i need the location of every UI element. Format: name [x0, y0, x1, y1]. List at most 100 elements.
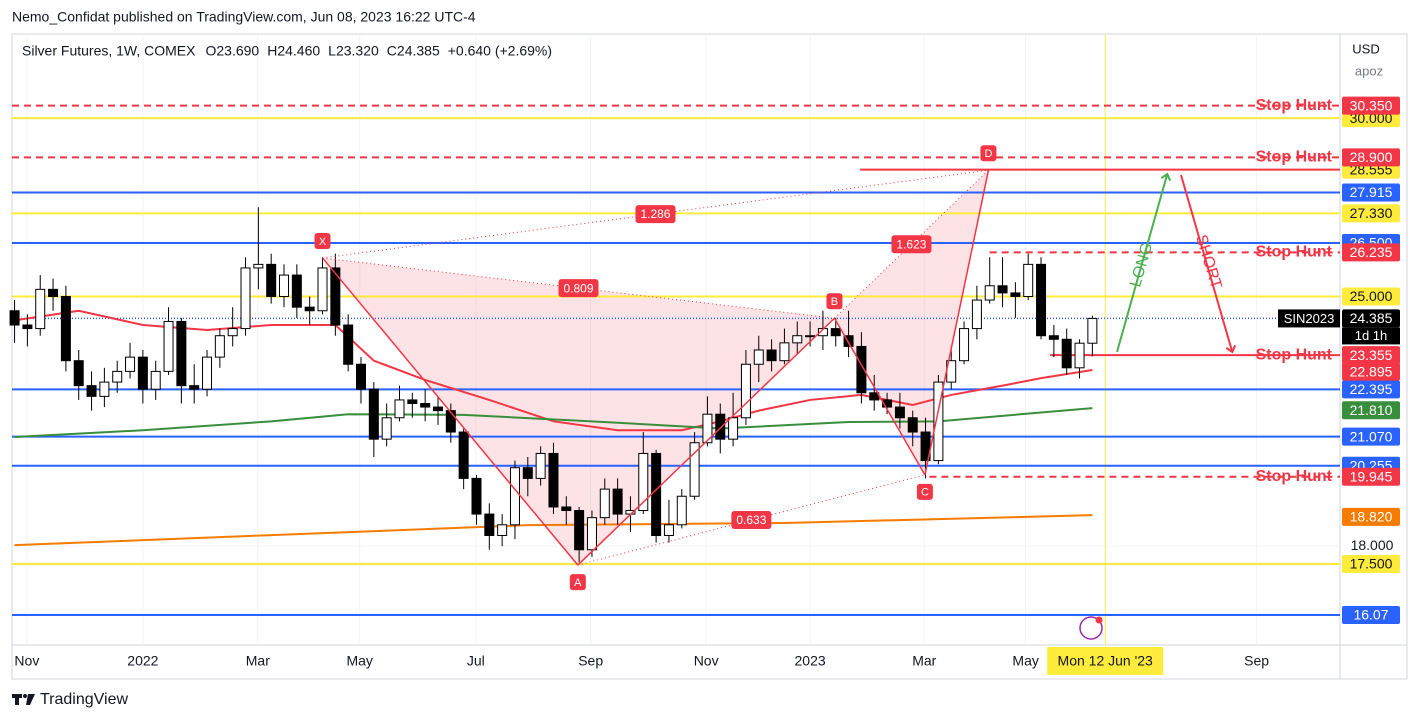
candle-body: [894, 406, 905, 419]
countdown-box: [1342, 327, 1400, 345]
price-label: 27.915: [1350, 184, 1393, 200]
candle-body: [907, 417, 918, 433]
candle-body: [561, 506, 572, 512]
ratio-label: 0.633: [736, 513, 766, 527]
candle-body: [202, 356, 213, 390]
y-mode: apoz: [1355, 63, 1383, 78]
candle-body: [48, 288, 59, 297]
pattern-fill: [322, 257, 835, 566]
candle-body: [150, 370, 161, 390]
x-tick-label: Mar: [246, 653, 270, 669]
footer-brand: TradingView: [40, 691, 128, 708]
y-tick-label: 18.000: [1351, 537, 1394, 553]
candle-body: [60, 295, 71, 362]
candle-body: [266, 263, 277, 297]
ratio-label: 0.809: [563, 281, 593, 295]
alert-icon[interactable]: [1079, 616, 1103, 640]
candle-body: [830, 328, 841, 337]
candle-body: [356, 363, 367, 390]
candle-body: [1074, 342, 1085, 369]
candle-body: [163, 320, 174, 372]
candle-body: [586, 517, 597, 551]
x-tick-label: Sep: [1244, 653, 1269, 669]
x-tick-label: May: [346, 653, 372, 669]
pattern-point: [314, 232, 331, 249]
candle-body: [189, 385, 200, 390]
price-label-box: [1342, 380, 1400, 399]
candle-body: [99, 381, 110, 397]
arrows-layer: LONG SHORT: [1079, 175, 1232, 640]
candle-body: [1036, 263, 1047, 337]
price-label-box: [1342, 96, 1400, 115]
logo-mark: [26, 694, 35, 705]
candle-body: [484, 513, 495, 536]
candle-body: [971, 299, 982, 330]
legend-value: +0.640 (+2.69%): [448, 43, 552, 59]
candle-body: [497, 524, 508, 536]
legend-value: 24.385: [397, 43, 440, 59]
logo-mark: [15, 694, 19, 705]
price-label-box: [1342, 467, 1400, 486]
candle-body: [548, 452, 559, 508]
candle-body: [728, 417, 739, 440]
price-label: 30.350: [1350, 97, 1393, 113]
price-label: 28.900: [1350, 149, 1393, 165]
candle-body: [805, 335, 816, 338]
level-note: Stop Hunt: [1256, 97, 1333, 114]
price-label-box: [1342, 427, 1400, 446]
ma-label-box: [1342, 401, 1400, 420]
candle-body: [35, 288, 46, 330]
legend-value: 23.320: [336, 43, 379, 59]
countdown: 1d 1h: [1355, 328, 1388, 343]
x-tick-label: May: [1012, 653, 1038, 669]
candle-body: [792, 335, 803, 344]
price-label-box: [1342, 555, 1400, 574]
price-label-box: [1342, 204, 1400, 223]
candle-body: [984, 285, 995, 301]
moving-average: [14, 514, 1093, 547]
footer-logo: TradingView: [12, 691, 128, 708]
candle-body: [1023, 263, 1034, 297]
legend-value: 24.460: [277, 43, 320, 59]
candle-body: [253, 263, 264, 269]
ratio-box: [635, 205, 676, 224]
y-unit: USD: [1352, 41, 1379, 56]
price-label: 26.235: [1350, 244, 1393, 260]
candle-body: [920, 431, 931, 462]
candle-body: [420, 402, 431, 408]
candle-body: [959, 328, 970, 362]
candle-body: [997, 285, 1008, 294]
pattern-point-label: D: [984, 148, 992, 160]
candle-body: [676, 495, 687, 526]
candle-body: [599, 488, 610, 519]
price-label: 19.945: [1350, 469, 1393, 485]
candle-body: [458, 431, 469, 479]
price-label-box: [1342, 243, 1400, 262]
candle-body: [843, 335, 854, 347]
candle-body: [753, 349, 764, 365]
long-label: LONG: [1127, 241, 1156, 289]
candle-body: [702, 413, 713, 444]
x-tick-label: Nov: [694, 653, 719, 669]
price-label: 25.000: [1350, 288, 1393, 304]
price-label-box: [1342, 346, 1400, 365]
candle-body: [612, 488, 623, 515]
price-label-box: [1342, 309, 1400, 328]
candle-body: [663, 524, 674, 536]
candle-body: [1061, 338, 1072, 369]
candle-body: [125, 356, 136, 372]
candle-body: [22, 324, 33, 330]
candle-body: [445, 410, 456, 433]
candle-body: [240, 267, 251, 330]
pattern-point: [980, 145, 997, 162]
candle-body: [856, 345, 867, 394]
candle-body: [574, 510, 585, 551]
pattern-leg: [833, 317, 926, 476]
legend-value: 23.690: [216, 43, 259, 59]
pattern-fill: [834, 170, 989, 475]
legend-key: C: [387, 43, 397, 59]
price-label: 27.330: [1350, 205, 1393, 221]
level-note: Stop Hunt: [1256, 346, 1333, 363]
x-tick-label: Jul: [467, 653, 485, 669]
